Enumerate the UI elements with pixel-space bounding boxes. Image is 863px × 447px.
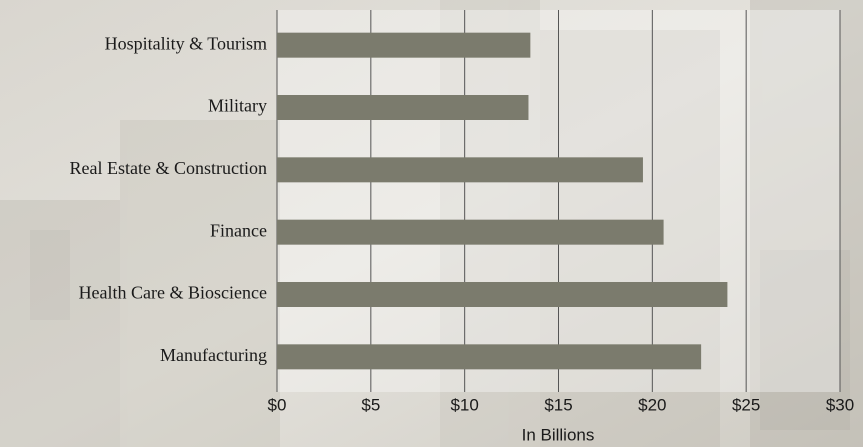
x-tick-label: $30	[826, 395, 854, 414]
bar	[277, 344, 702, 370]
x-tick-label: $0	[268, 395, 287, 414]
y-tick-label: Health Care & Bioscience	[79, 283, 267, 303]
bar	[277, 282, 728, 307]
x-tick-label: $20	[638, 395, 666, 414]
y-tick-label: Manufacturing	[160, 345, 267, 365]
bar	[277, 157, 643, 183]
bar	[277, 219, 664, 245]
x-tick-label: $25	[732, 395, 760, 414]
x-tick-label: $5	[361, 395, 380, 414]
x-tick-label: $15	[544, 395, 572, 414]
y-tick-label: Military	[208, 96, 267, 116]
bar	[277, 95, 529, 120]
y-tick-label: Real Estate & Construction	[70, 158, 267, 178]
x-axis-title: In Billions	[522, 425, 595, 444]
x-tick-label: $10	[450, 395, 478, 414]
bar	[277, 32, 531, 58]
y-tick-label: Finance	[210, 220, 267, 240]
y-tick-label: Hospitality & Tourism	[105, 33, 267, 53]
